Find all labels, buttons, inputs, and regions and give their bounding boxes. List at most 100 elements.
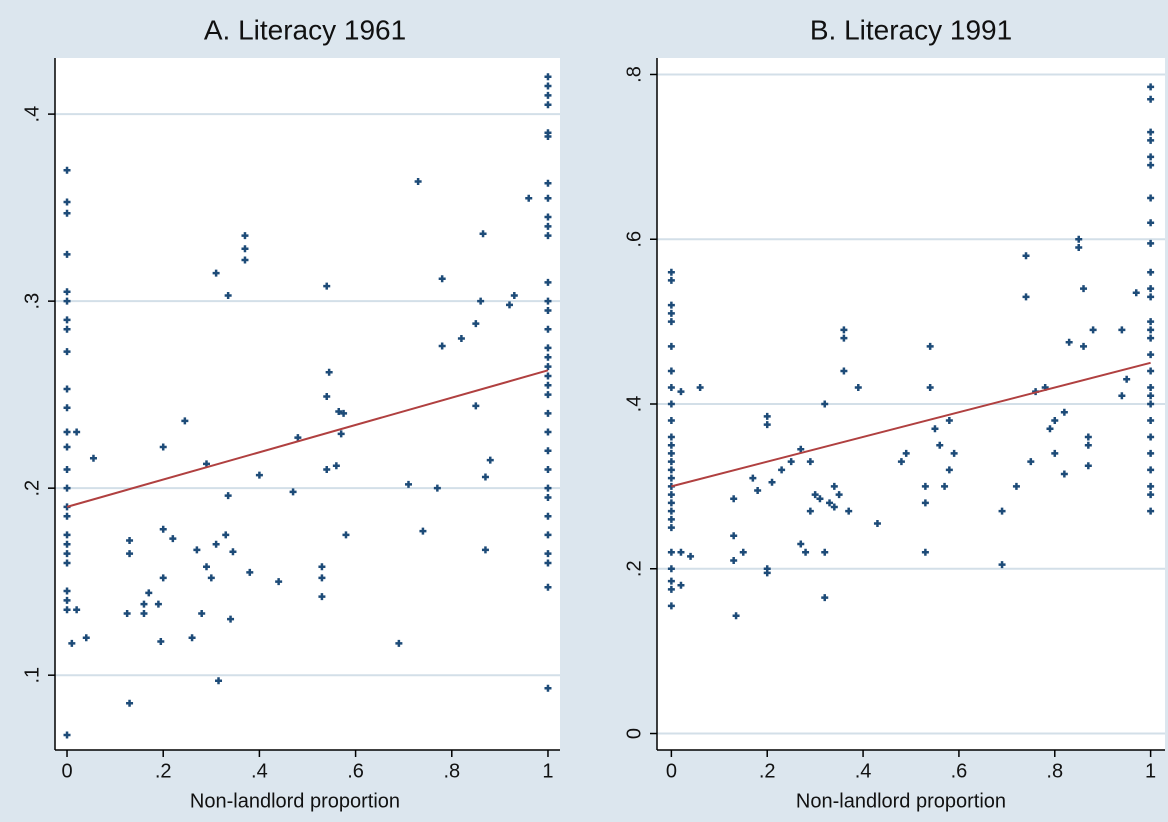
point — [1060, 408, 1068, 416]
point — [941, 482, 949, 490]
point — [181, 417, 189, 425]
point — [63, 348, 71, 356]
point — [544, 428, 552, 436]
point — [544, 363, 552, 371]
point — [1147, 449, 1155, 457]
point — [667, 491, 675, 499]
point — [246, 568, 254, 576]
point — [667, 499, 675, 507]
point — [667, 433, 675, 441]
point — [667, 515, 675, 523]
point — [768, 478, 776, 486]
point — [1132, 289, 1140, 297]
point — [667, 602, 675, 610]
point — [275, 578, 283, 586]
point — [63, 288, 71, 296]
point — [203, 460, 210, 468]
point — [544, 494, 552, 502]
point — [159, 525, 167, 533]
x-axis-label: Non-landlord proportion — [796, 790, 1006, 812]
y-tick-label: .3 — [21, 293, 43, 310]
point — [126, 550, 134, 558]
point — [931, 425, 939, 433]
point — [63, 250, 71, 258]
point — [544, 550, 552, 558]
point — [126, 699, 134, 707]
point — [945, 466, 953, 474]
point — [1147, 318, 1155, 326]
point — [241, 232, 249, 240]
point — [1147, 128, 1155, 136]
x-tick-label: .6 — [347, 760, 364, 782]
point — [544, 531, 552, 539]
point — [63, 209, 71, 217]
point — [1118, 392, 1126, 400]
point — [63, 316, 71, 324]
point — [222, 531, 230, 539]
point — [198, 609, 206, 617]
y-tick-label: .8 — [623, 66, 645, 83]
x-axis-label: Non-landlord proportion — [190, 790, 400, 812]
chart-title: B. Literacy 1991 — [810, 14, 1012, 45]
point — [1147, 416, 1155, 424]
point — [63, 404, 71, 412]
point — [323, 465, 331, 473]
point — [667, 367, 675, 375]
point — [63, 484, 71, 492]
y-tick-label: .1 — [21, 667, 43, 684]
point — [123, 609, 131, 617]
point — [544, 101, 552, 109]
point — [318, 574, 326, 582]
point — [1147, 153, 1155, 161]
point — [544, 73, 552, 81]
point — [335, 407, 343, 415]
point — [667, 400, 675, 408]
point — [544, 409, 552, 417]
point — [921, 482, 929, 490]
point — [1027, 458, 1035, 466]
point — [510, 292, 518, 300]
x-tick-label: .4 — [855, 760, 872, 782]
point — [241, 256, 249, 264]
point — [667, 301, 675, 309]
point — [63, 587, 71, 595]
point — [544, 306, 552, 314]
point — [739, 548, 747, 556]
point — [63, 325, 71, 333]
point — [797, 445, 805, 453]
point — [438, 275, 446, 283]
point — [433, 484, 441, 492]
point — [544, 353, 552, 361]
point — [63, 606, 71, 614]
point — [82, 634, 90, 642]
x-tick-label: .2 — [155, 760, 172, 782]
point — [154, 600, 162, 608]
point — [89, 454, 97, 462]
point — [544, 465, 552, 473]
point — [544, 222, 552, 230]
point — [667, 449, 675, 457]
point — [821, 594, 829, 602]
point — [998, 561, 1006, 569]
point — [730, 557, 738, 565]
point — [1118, 326, 1126, 334]
point — [544, 512, 552, 520]
point — [1147, 482, 1155, 490]
point — [457, 335, 465, 343]
point — [63, 465, 71, 473]
point — [667, 268, 675, 276]
point — [1147, 83, 1155, 91]
point — [414, 177, 422, 185]
point — [667, 577, 675, 585]
point — [395, 639, 403, 647]
point — [525, 194, 533, 202]
point — [506, 301, 513, 309]
point — [544, 583, 552, 591]
point — [544, 232, 552, 240]
point — [481, 473, 489, 481]
plot-area — [55, 58, 560, 750]
point — [1012, 482, 1020, 490]
point — [63, 385, 71, 393]
point — [1147, 466, 1155, 474]
